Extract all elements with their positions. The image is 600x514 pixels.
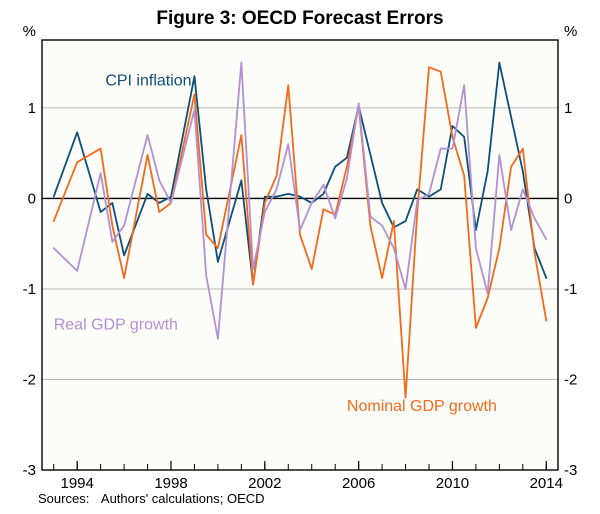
xtick: 1994 [60,475,93,492]
series-label: CPI inflation [105,72,191,89]
xtick: 2014 [530,475,563,492]
chart-svg: -3 -3 -2 -2 -1 -1 0 0 1 1%% 1994 1998 2002 2006 2010 20… [0,0,600,514]
ytick-right: 1 [564,100,572,117]
xtick: 1998 [154,475,187,492]
ytick-right: -2 [564,371,577,388]
xtick: 2006 [342,475,375,492]
ytick-left: 0 [28,190,36,207]
series-label: Nominal GDP growth [347,398,497,415]
xtick: 2002 [248,475,281,492]
ytick-left: 1 [28,100,36,117]
ytick-right: -1 [564,281,577,298]
plot-area: -3 -3 -2 -2 -1 -1 0 0 1 1%% 1994 1998 2002 2006 2010 20… [0,0,600,514]
ytick-right: 0 [564,190,572,207]
ytick-left: -1 [23,281,36,298]
ytick-left: -3 [23,462,36,479]
sources-line: Sources: Authors' calculations; OECD [38,491,265,506]
sources-text: Authors' calculations; OECD [101,491,265,506]
y-unit-left: % [23,23,36,40]
ytick-left: -2 [23,371,36,388]
series-label: Real GDP growth [54,317,178,334]
y-unit-right: % [564,23,577,40]
ytick-right: -3 [564,462,577,479]
sources-label: Sources: [38,491,98,506]
xtick: 2010 [436,475,469,492]
